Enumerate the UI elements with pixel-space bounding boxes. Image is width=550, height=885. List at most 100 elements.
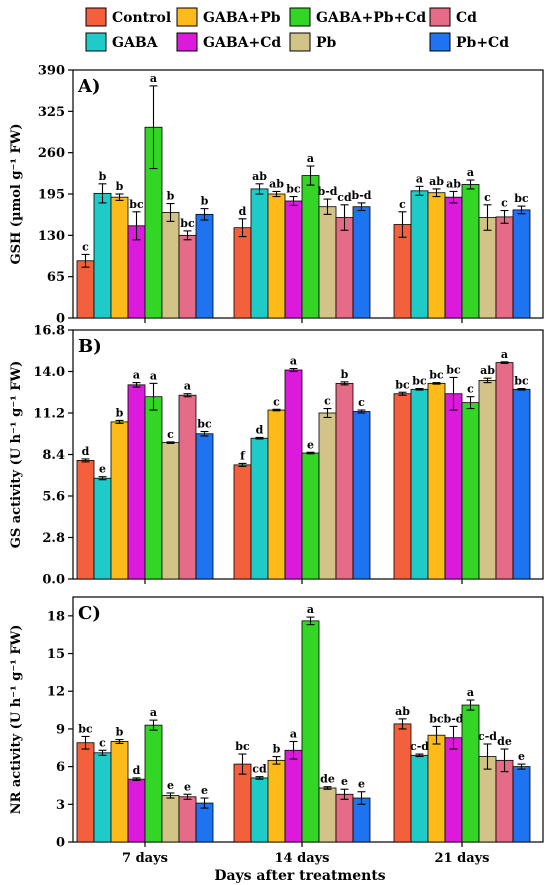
legend-label: Pb+Cd (456, 35, 509, 51)
significance-letter: bc (412, 375, 427, 388)
y-tick-label: 14.0 (33, 365, 65, 380)
bar (76, 260, 95, 319)
bar (495, 759, 514, 843)
x-tick-label: 14 days (274, 851, 329, 866)
bar (110, 741, 129, 843)
y-axis-label: GS activity (U h⁻¹ g⁻¹ FW) (9, 361, 24, 549)
bar (233, 464, 252, 580)
significance-letter: c (484, 191, 491, 204)
y-tick-label: 0 (56, 836, 65, 851)
bar (144, 396, 163, 580)
significance-letter: c (399, 198, 406, 211)
bar (195, 213, 214, 319)
bar (161, 795, 180, 843)
significance-letter: a (150, 369, 157, 382)
legend-swatch (176, 32, 198, 52)
y-tick-label: 3 (56, 798, 65, 813)
bar (318, 412, 337, 580)
significance-letter: ab (395, 705, 410, 718)
bar (110, 421, 129, 580)
significance-letter: bc (235, 740, 250, 753)
significance-letter: ab (446, 177, 461, 190)
bar (478, 217, 497, 319)
x-tick-label: 21 days (434, 851, 489, 866)
bar (250, 437, 269, 580)
significance-letter: c (82, 240, 89, 253)
y-tick-label: 65 (47, 270, 65, 285)
legend-label: Pb (316, 35, 337, 51)
bar (461, 184, 480, 319)
significance-letter: bc (129, 198, 144, 211)
significance-letter: bc (514, 192, 529, 205)
significance-letter: c-d (478, 730, 497, 743)
bar (93, 477, 112, 580)
legend-swatch (429, 32, 451, 52)
significance-letter: f (240, 449, 246, 462)
significance-letter: d (239, 205, 247, 218)
significance-letter: a (467, 686, 474, 699)
bar (233, 227, 252, 319)
significance-letter: ab (252, 170, 267, 183)
bar (495, 216, 514, 319)
bar (127, 384, 146, 580)
significance-letter: e (99, 463, 106, 476)
significance-letter: bc (395, 378, 410, 391)
legend-entry: GABA+Pb+Cd (289, 7, 426, 27)
y-tick-label: 5.6 (42, 490, 65, 505)
bar (512, 209, 531, 319)
legend-entry: GABA+Pb (176, 7, 281, 27)
bar (144, 724, 163, 843)
bar (335, 217, 354, 319)
y-axis-label: GSH (µmol g⁻¹ FW) (9, 123, 24, 264)
legend-entry: Cd (429, 7, 477, 27)
significance-letter: a (133, 369, 140, 382)
significance-letter: b-d (352, 189, 372, 202)
bar (444, 196, 463, 319)
significance-letter: a (150, 72, 157, 85)
y-tick-label: 6 (56, 760, 65, 775)
y-tick-label: 16.8 (33, 324, 65, 339)
y-tick-label: 12 (47, 685, 65, 700)
significance-letter: ab (269, 177, 284, 190)
panel-label: B) (78, 336, 102, 357)
legend-swatch (85, 7, 107, 27)
bar (301, 620, 320, 843)
significance-letter: bc (197, 418, 212, 431)
panel-label: A) (77, 76, 100, 97)
legend-label: GABA+Pb (203, 10, 281, 26)
legend-swatch (289, 32, 311, 52)
bar (93, 192, 112, 319)
significance-letter: bc (78, 722, 93, 735)
bar (178, 234, 197, 319)
significance-letter: c (99, 736, 106, 749)
legend-swatch (176, 7, 198, 27)
y-tick-label: 9 (56, 722, 65, 737)
y-tick-label: 325 (38, 105, 65, 120)
bar (410, 754, 429, 843)
y-tick-label: 130 (38, 229, 65, 244)
significance-letter: b (116, 726, 124, 739)
bar (335, 793, 354, 843)
y-tick-label: 15 (47, 647, 65, 662)
significance-letter: c (501, 197, 508, 210)
y-tick-label: 260 (38, 146, 65, 161)
significance-letter: a (501, 348, 508, 361)
bar (284, 200, 303, 319)
significance-letter: b (201, 195, 209, 208)
significance-letter: e (307, 438, 314, 451)
significance-letter: b (167, 190, 175, 203)
bar (76, 460, 95, 580)
bar (161, 442, 180, 580)
bar (178, 394, 197, 580)
bar (318, 787, 337, 843)
significance-letter: e (341, 775, 348, 788)
bar (352, 411, 371, 580)
significance-letter: de (497, 735, 512, 748)
significance-letter: de (320, 773, 335, 786)
legend-entry: Pb+Cd (429, 32, 509, 52)
significance-letter: d (82, 445, 90, 458)
bar (127, 778, 146, 843)
